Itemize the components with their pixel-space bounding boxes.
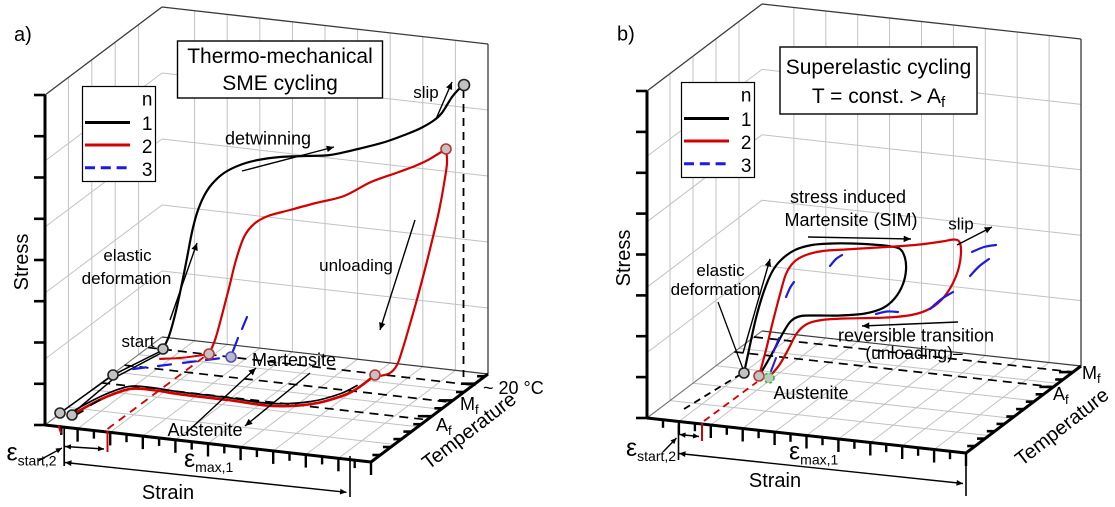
svg-text:Superelastic cycling: Superelastic cycling [786,56,972,79]
svg-text:Strain: Strain [142,482,194,504]
svg-text:Stress: Stress [613,230,635,287]
svg-text:εmax,1: εmax,1 [789,438,838,468]
svg-text:εmax,1: εmax,1 [184,445,233,475]
svg-text:T = const. > Af: T = const. > Af [812,85,946,111]
svg-text:Af: Af [1053,384,1069,407]
svg-text:1: 1 [741,110,752,131]
svg-text:Stress: Stress [11,234,33,291]
svg-text:slip: slip [413,83,439,102]
svg-text:Martensite (SIM): Martensite (SIM) [784,210,917,230]
svg-text:(unloading)–: (unloading)– [865,343,963,363]
svg-text:Af: Af [436,415,452,438]
svg-text:Strain: Strain [749,470,801,492]
svg-text:Martensite: Martensite [252,350,336,370]
svg-text:Thermo-mechanical: Thermo-mechanical [187,45,373,68]
svg-text:a): a) [14,24,32,46]
svg-text:2: 2 [741,133,752,154]
svg-text:deformation: deformation [82,269,172,288]
svg-text:~ 20 °C: ~ 20 °C [483,378,544,398]
svg-text:εstart,2: εstart,2 [626,434,676,464]
svg-text:Austenite: Austenite [773,383,848,403]
svg-text:start: start [121,332,154,351]
svg-text:Mf: Mf [1082,363,1101,386]
svg-text:n: n [741,86,752,107]
svg-text:elastic: elastic [103,246,152,265]
svg-text:b): b) [617,24,635,46]
svg-text:1: 1 [142,114,153,135]
svg-text:3: 3 [142,160,153,181]
svg-text:stress induced: stress induced [790,187,906,207]
svg-text:elastic: elastic [696,261,745,280]
svg-text:deformation: deformation [671,280,761,299]
svg-text:Austenite: Austenite [167,420,242,440]
svg-text:Mf: Mf [460,394,479,417]
svg-text:n: n [142,90,153,111]
svg-text:3: 3 [741,156,752,177]
svg-text:SME cycling: SME cycling [222,72,338,95]
svg-text:slip: slip [948,215,974,234]
svg-text:2: 2 [142,137,153,158]
svg-text:detwinning: detwinning [225,129,311,149]
svg-text:unloading: unloading [319,256,393,275]
svg-text:reversible transition: reversible transition [838,326,994,346]
